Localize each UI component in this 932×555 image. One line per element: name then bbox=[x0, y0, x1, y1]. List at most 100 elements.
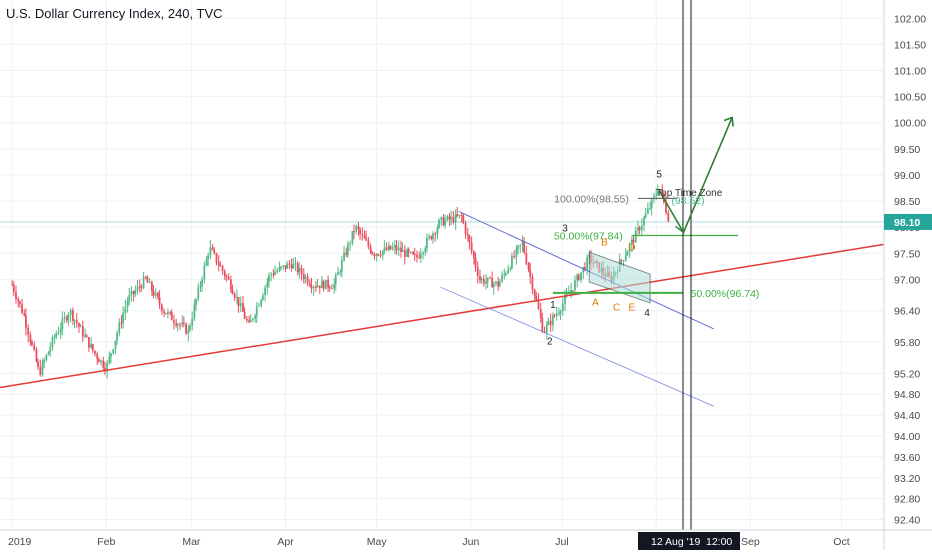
candle-body bbox=[90, 344, 93, 348]
candle-body bbox=[284, 265, 287, 269]
candle-body bbox=[470, 242, 473, 252]
candle-body bbox=[359, 229, 361, 234]
candle-body bbox=[580, 272, 582, 280]
candle-body bbox=[553, 315, 556, 317]
x-tick-label: Sep bbox=[741, 536, 760, 548]
candle-body bbox=[331, 288, 333, 290]
candle-body bbox=[112, 349, 115, 354]
candle-body bbox=[430, 236, 433, 240]
candle-body bbox=[286, 263, 289, 269]
y-tick-label: 93.20 bbox=[894, 473, 920, 485]
candle-body bbox=[169, 311, 172, 313]
candle-body bbox=[223, 271, 226, 276]
candle-body bbox=[371, 252, 374, 255]
candle-body bbox=[655, 194, 658, 196]
candle-body bbox=[361, 233, 364, 235]
candle-body bbox=[176, 324, 179, 326]
candle-body bbox=[357, 226, 360, 230]
candle-body bbox=[425, 237, 428, 249]
candle-body bbox=[266, 281, 269, 288]
y-tick-label: 100.50 bbox=[894, 92, 926, 104]
candle-body bbox=[488, 277, 491, 279]
y-tick-label: 102.00 bbox=[894, 13, 926, 25]
candle-body bbox=[582, 267, 585, 273]
candle-body bbox=[207, 255, 210, 259]
candle-body bbox=[321, 281, 323, 289]
candle-body bbox=[91, 344, 94, 351]
candle-body bbox=[114, 340, 117, 350]
candle-body bbox=[501, 275, 503, 282]
projection-arrowhead bbox=[675, 223, 685, 234]
x-tick-label: Oct bbox=[833, 536, 849, 548]
time-marker-time: 12:00 bbox=[706, 536, 732, 548]
candle-body bbox=[116, 333, 118, 341]
y-tick-label: 94.00 bbox=[894, 431, 920, 443]
candle-body bbox=[15, 292, 17, 299]
candle-body bbox=[203, 265, 206, 280]
candle-body bbox=[462, 215, 465, 224]
candle-body bbox=[264, 287, 266, 296]
candle-body bbox=[646, 208, 649, 214]
candle-body bbox=[75, 319, 78, 324]
candle-body bbox=[47, 351, 50, 355]
candle-body bbox=[225, 275, 228, 277]
candle-body bbox=[280, 266, 282, 268]
candle-body bbox=[11, 284, 14, 286]
candle-body bbox=[381, 250, 384, 256]
candle-body bbox=[79, 326, 82, 328]
candle-body bbox=[181, 322, 184, 325]
candle-body bbox=[498, 281, 501, 287]
candle-body bbox=[35, 349, 38, 362]
fib-100-label: 100.00%(98.55) bbox=[554, 193, 629, 205]
candle-body bbox=[547, 320, 550, 326]
candle-body bbox=[298, 267, 301, 273]
candle-body bbox=[394, 245, 396, 248]
candle-body bbox=[403, 250, 406, 257]
candle-body bbox=[369, 246, 372, 253]
candle-body bbox=[624, 255, 627, 261]
candle-body bbox=[140, 286, 143, 289]
candle-body bbox=[537, 300, 540, 310]
candle-body bbox=[78, 323, 80, 327]
candle-body bbox=[106, 362, 109, 372]
triangle-pattern bbox=[588, 251, 651, 304]
fib-50-upper-label: 50.00%(97.84) bbox=[554, 230, 623, 242]
candle-body bbox=[521, 241, 524, 245]
chart-title: U.S. Dollar Currency Index, 240, TVC bbox=[6, 6, 223, 21]
y-tick-label: 97.00 bbox=[894, 274, 920, 286]
candle-body bbox=[120, 322, 123, 324]
candle-body bbox=[643, 217, 645, 226]
candle-body bbox=[243, 311, 246, 319]
candle-body bbox=[322, 281, 325, 290]
candle-body bbox=[571, 290, 574, 292]
candle-body bbox=[397, 247, 400, 251]
candle-body bbox=[25, 315, 27, 328]
candle-body bbox=[87, 337, 90, 348]
candle-body bbox=[45, 354, 48, 361]
candle-body bbox=[535, 295, 538, 301]
candle-body bbox=[100, 360, 102, 363]
candle-body bbox=[391, 247, 394, 250]
candle-body bbox=[622, 260, 625, 262]
candle-body bbox=[653, 195, 655, 200]
candle-body bbox=[55, 333, 58, 337]
candle-body bbox=[237, 296, 240, 307]
candle-body bbox=[136, 286, 139, 291]
candle-body bbox=[316, 285, 319, 288]
candle-body bbox=[659, 189, 661, 192]
y-tick-label: 99.50 bbox=[894, 144, 920, 156]
candle-body bbox=[278, 267, 281, 271]
candle-body bbox=[640, 225, 643, 231]
candle-body bbox=[282, 265, 285, 267]
candle-body bbox=[132, 290, 135, 294]
candle-body bbox=[456, 214, 459, 217]
candle-body bbox=[288, 263, 291, 265]
candle-body bbox=[209, 247, 212, 256]
candle-body bbox=[513, 255, 516, 257]
candle-body bbox=[142, 277, 145, 289]
x-tick-label: Apr bbox=[277, 536, 294, 548]
candle-body bbox=[406, 249, 408, 257]
candle-body bbox=[365, 238, 368, 241]
